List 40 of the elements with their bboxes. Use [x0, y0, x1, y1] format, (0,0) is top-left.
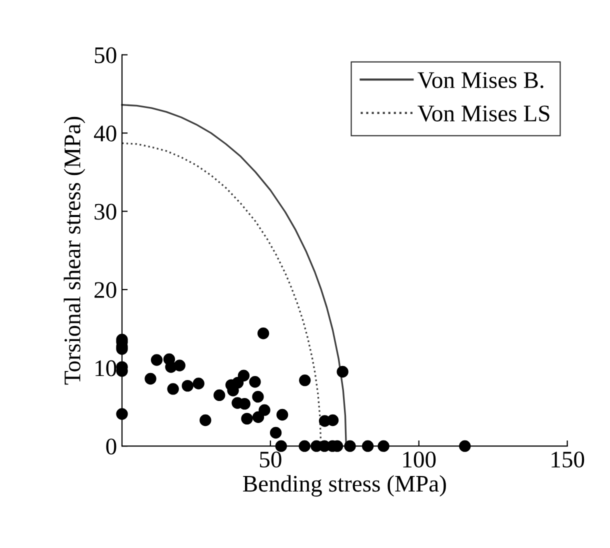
legend-label: Von Mises LS [418, 106, 550, 122]
point [299, 374, 311, 386]
y-tick-label: 10 [96, 360, 116, 376]
y-tick-label: 50 [94, 47, 116, 64]
point [459, 440, 471, 452]
y-axis-title: Torsional shear stress (MPa) [64, 116, 86, 385]
x-tick-label: 50 [260, 452, 282, 468]
point [344, 440, 356, 452]
y-tick-label: 30 [94, 204, 116, 220]
y-tick-label: 0 [106, 438, 116, 454]
point [238, 370, 250, 382]
point [182, 380, 194, 392]
point [167, 383, 179, 395]
point [249, 376, 261, 388]
point [276, 408, 288, 421]
point [192, 378, 204, 390]
point [378, 440, 390, 452]
point [174, 360, 186, 372]
point [252, 390, 264, 403]
point [298, 440, 310, 452]
point [275, 440, 287, 452]
point [252, 411, 264, 423]
point [241, 412, 253, 425]
point [258, 404, 270, 416]
x-tick-label: 100 [403, 452, 436, 468]
point [336, 366, 348, 378]
point [257, 328, 270, 340]
point [200, 414, 212, 426]
y-tick-label: 40 [94, 126, 116, 142]
y-tick-label: 20 [94, 282, 116, 298]
point [150, 354, 163, 366]
point [214, 389, 226, 402]
point [362, 440, 374, 452]
point [270, 426, 282, 439]
point [116, 408, 128, 420]
point [144, 372, 156, 385]
point [326, 414, 339, 426]
x-tick-label: 150 [552, 452, 584, 468]
x-axis-title: Bending stress (MPa) [243, 475, 446, 497]
legend-label: Von Mises B. [418, 72, 544, 88]
